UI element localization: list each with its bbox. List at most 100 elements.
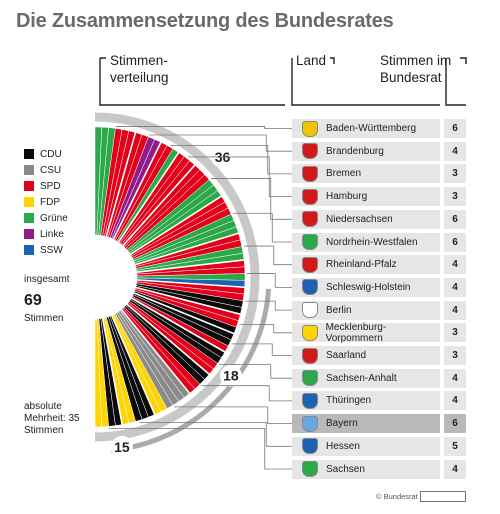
state-name: Thüringen [326, 395, 372, 407]
state-seats: 4 [444, 368, 466, 388]
state-row: Berlin [292, 300, 440, 320]
leader-line [201, 385, 292, 402]
state-separator [126, 303, 210, 375]
state-seats: 6 [444, 414, 466, 434]
state-seats: 3 [444, 164, 466, 184]
state-crest-icon [302, 392, 318, 409]
header-stimmenverteilung-text: Stimmen- verteilung [110, 53, 169, 85]
leader-line [173, 406, 292, 424]
state-row: Mecklenburg-Vorpommern [292, 322, 440, 344]
legend-item: SPD [24, 178, 68, 194]
state-separator [136, 279, 245, 289]
legend-swatch [24, 165, 34, 175]
header-stimmenverteilung: Stimmen- verteilung [110, 52, 190, 86]
state-name: Nordrhein-Westfalen [326, 236, 418, 248]
state-seats: 3 [444, 187, 466, 207]
state-separator [122, 164, 196, 247]
leader-line [171, 144, 292, 175]
state-row: Sachsen [292, 459, 440, 479]
legend-label: CDU [40, 148, 62, 160]
state-separator [130, 297, 226, 353]
arc-label: 15 [114, 439, 130, 455]
leader-line [115, 126, 292, 129]
state-crest-icon [302, 234, 318, 250]
header-land: Land [296, 53, 327, 68]
state-name: Rheinland-Pfalz [326, 259, 397, 271]
legend-label: SPD [40, 180, 61, 192]
state-crest-icon [302, 302, 318, 319]
state-name: Berlin [326, 304, 352, 316]
state-name: Niedersachsen [326, 213, 393, 225]
leader-line [233, 212, 292, 243]
state-crest-icon [302, 211, 318, 228]
state-row: Bremen [292, 164, 440, 184]
state-row: Thüringen [292, 391, 440, 411]
legend-item: FDP [24, 194, 68, 210]
state-seats: 4 [444, 391, 466, 411]
state-crest-icon [302, 256, 318, 273]
license-badge [420, 491, 466, 502]
state-seats: 3 [444, 323, 466, 343]
state-crest-icon [302, 438, 318, 455]
state-name: Bremen [326, 168, 362, 180]
header-brackets [99, 57, 467, 106]
state-separator [133, 292, 235, 335]
state-separator [117, 152, 180, 243]
state-crest-icon [302, 324, 318, 341]
legend-item: SSW [24, 242, 68, 258]
state-separator [136, 259, 245, 274]
state-seats: 6 [444, 232, 466, 252]
legend-label: CSU [40, 164, 62, 176]
state-crest-icon [302, 415, 318, 432]
legend: CDU CSU SPD FDP Grüne Linke SSW [24, 146, 68, 258]
state-row: Hessen [292, 436, 440, 456]
state-row: Schleswig-Holstein [292, 277, 440, 297]
state-row: Bayern [292, 414, 440, 434]
legend-label: SSW [40, 244, 63, 256]
total-label: insgesamt [24, 274, 70, 285]
leader-line [231, 343, 292, 356]
state-seats: 6 [444, 119, 466, 138]
state-row: Hamburg [292, 187, 440, 207]
legend-swatch [24, 245, 34, 255]
state-row: Saarland [292, 346, 440, 365]
legend-swatch [24, 213, 34, 223]
state-seats: 4 [444, 277, 466, 297]
leader-line [219, 364, 292, 379]
seat-wedge [94, 318, 103, 428]
state-name: Sachsen-Anhalt [326, 372, 397, 384]
state-name: Sachsen [326, 463, 365, 475]
state-row: Brandenburg [292, 141, 440, 161]
state-name: Saarland [326, 350, 367, 361]
legend-swatch [24, 149, 34, 159]
state-separator [129, 195, 222, 256]
leader-line [239, 324, 292, 334]
state-separator [105, 132, 137, 237]
state-name: Baden-Württemberg [326, 123, 417, 134]
copyright: © Bundesrat [376, 492, 418, 501]
arc-label: 18 [223, 368, 239, 384]
state-crest-icon [302, 143, 318, 160]
state-name: Brandenburg [326, 145, 384, 157]
state-row: Nordrhein-Westfalen [292, 232, 440, 252]
seat-wedges [94, 126, 246, 428]
state-separator [101, 318, 123, 425]
state-name: Schleswig-Holstein [326, 281, 411, 293]
state-row: Sachsen-Anhalt [292, 368, 440, 388]
state-seats: 4 [444, 255, 466, 275]
state-name: Hamburg [326, 191, 368, 203]
header-stimmen: Stimmen im Bundesrat [380, 52, 455, 86]
legend-swatch [24, 197, 34, 207]
total-unit: Stimmen [24, 313, 64, 324]
page-title: Die Zusammensetzung des Bundesrates [16, 10, 394, 32]
state-seats: 4 [444, 141, 466, 161]
state-crest-icon [302, 120, 318, 137]
state-separator [120, 309, 191, 394]
state-seats: 5 [444, 436, 466, 456]
majority-label: absolute Mehrheit: 35 Stimmen [24, 401, 80, 436]
state-crest-icon [302, 279, 318, 296]
leader-lines [108, 126, 292, 470]
legend-item: CDU [24, 146, 68, 162]
state-name: Bayern [326, 418, 358, 430]
